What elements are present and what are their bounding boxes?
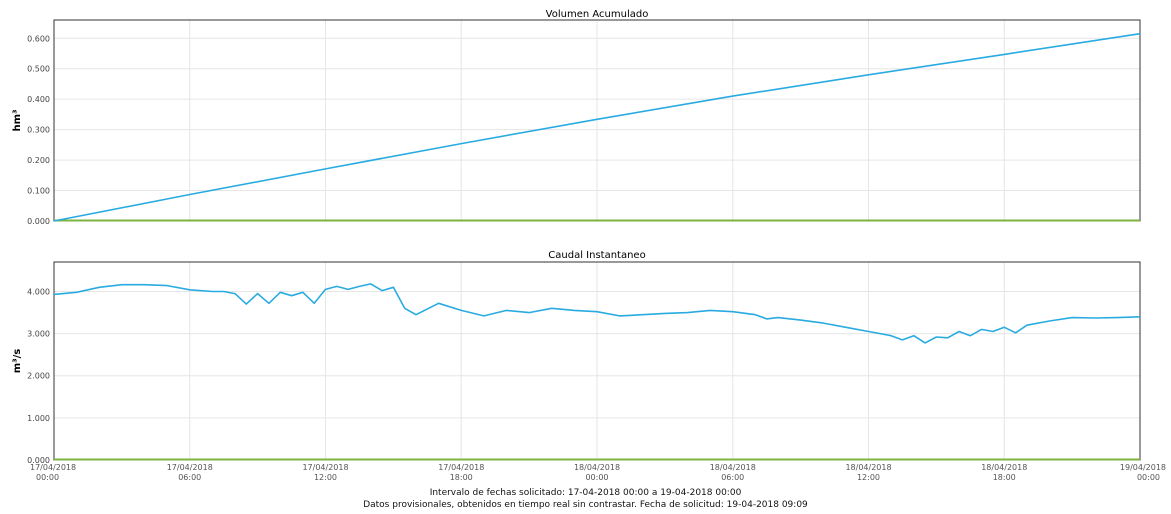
y-tick-label: 0.000 [27, 217, 50, 226]
y-axis-label: hm³ [12, 110, 23, 132]
y-tick-label: 0.600 [27, 34, 50, 43]
y-tick-label: 0.300 [27, 126, 50, 135]
x-tick-time-label: 00:00 [36, 473, 59, 482]
chart-panel-1: 0.000 0.100 0.200 0.300 0.400 0.500 0.600 Volum… [12, 9, 1141, 226]
y-tick-label: 4.000 [27, 287, 50, 296]
y-tick-label: 0.200 [27, 156, 50, 165]
y-tick-label: 3.000 [27, 330, 50, 339]
chart-title: Caudal Instantaneo [548, 250, 645, 261]
x-tick-time-label: 18:00 [993, 473, 1016, 482]
x-tick-time-label: 18:00 [450, 473, 473, 482]
x-tick-date-label: 18/04/2018 [845, 463, 891, 472]
x-tick-time-label: 06:00 [721, 473, 744, 482]
y-axis-label: m³/s [12, 349, 23, 373]
x-tick-date-label: 17/04/2018 [438, 463, 484, 472]
y-tick-label: 2.000 [27, 372, 50, 381]
interval-text: Intervalo de fechas solicitado: 17-04-20… [429, 488, 742, 498]
x-tick-time-label: 12:00 [314, 473, 337, 482]
y-tick-label: 0.100 [27, 187, 50, 196]
y-tick-label: 0.000 [27, 456, 50, 465]
x-tick-time-label: 00:00 [1137, 473, 1160, 482]
y-tick-label: 0.500 [27, 65, 50, 74]
x-tick-date-label: 19/04/2018 [1120, 463, 1166, 472]
x-tick-date-label: 18/04/2018 [574, 463, 620, 472]
chart-panel-2: 0.000 1.000 2.000 3.000 4.000 Caudal Instanta… [12, 250, 1141, 465]
x-tick-time-label: 00:00 [585, 473, 608, 482]
x-tick-date-label: 18/04/2018 [981, 463, 1027, 472]
x-tick-date-label: 18/04/2018 [710, 463, 756, 472]
series-line [53, 283, 1141, 344]
y-tick-label: 1.000 [27, 414, 50, 423]
x-tick-date-label: 17/04/2018 [302, 463, 348, 472]
series-line [53, 32, 1141, 222]
y-tick-label: 0.400 [27, 95, 50, 104]
x-tick-date-label: 17/04/2018 [167, 463, 213, 472]
provisional-note: Datos provisionales, obtenidos en tiempo… [363, 500, 808, 510]
x-tick-time-label: 06:00 [178, 473, 201, 482]
chart-title: Volumen Acumulado [546, 9, 649, 20]
x-tick-date-label: 17/04/2018 [30, 463, 76, 472]
x-tick-time-label: 12:00 [857, 473, 880, 482]
